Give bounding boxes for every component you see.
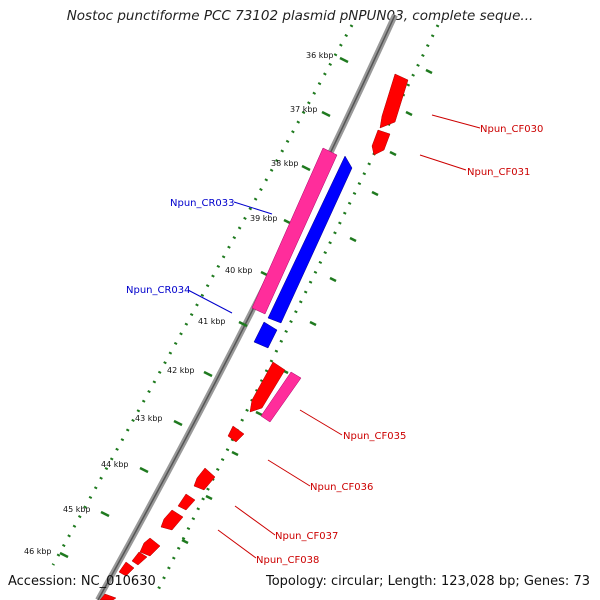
accession-text: Accession: NC_010630 [8, 574, 156, 589]
gene-cf038a[interactable] [139, 537, 161, 557]
gene-cr033[interactable] [251, 147, 338, 315]
tick-label: 38 kbp [271, 159, 299, 168]
gc-ring-outer [51, 24, 354, 566]
reverse-genes [251, 147, 353, 349]
kbp-labels: 36 kbp 37 kbp 38 kbp 39 kbp 40 kbp 41 kb… [24, 51, 334, 556]
tick-label: 42 kbp [167, 366, 195, 375]
tick-label: 40 kbp [225, 266, 253, 275]
tick-marks [59, 56, 349, 559]
gene-label-cf035[interactable]: Npun_CF035 [343, 431, 406, 442]
gene-label-cf030[interactable]: Npun_CF030 [480, 124, 543, 135]
tick-label: 39 kbp [250, 214, 278, 223]
tick-label: 46 kbp [24, 547, 52, 556]
gene-cf038b[interactable] [131, 551, 148, 566]
gene-cf030[interactable] [379, 73, 409, 129]
gene-cr034[interactable] [253, 321, 278, 349]
gene-label-cf031[interactable]: Npun_CF031 [467, 167, 530, 178]
backbone-core [97, 14, 396, 600]
gene-cf037b[interactable] [177, 493, 196, 511]
gene-cr034-long[interactable] [267, 155, 353, 324]
tick-label: 43 kbp [135, 414, 163, 423]
map-title: Nostoc punctiforme PCC 73102 plasmid pNP… [66, 8, 534, 24]
tick-label: 45 kbp [63, 505, 91, 514]
tick-label: 44 kbp [101, 460, 129, 469]
gene-label-cf037[interactable]: Npun_CF037 [275, 531, 338, 542]
gene-cf031[interactable] [371, 129, 391, 156]
leader-lines [187, 114, 481, 559]
gene-cf039[interactable] [99, 593, 117, 600]
forward-genes [99, 73, 409, 600]
gene-label-cf036[interactable]: Npun_CF036 [310, 482, 373, 493]
gene-label-cr033[interactable]: Npun_CR033 [170, 198, 235, 209]
gene-cf037a[interactable] [193, 467, 216, 491]
gene-cf035-red[interactable] [249, 361, 286, 413]
gene-cf036[interactable] [227, 425, 245, 443]
gene-cf037c[interactable] [160, 509, 184, 531]
backbone [95, 13, 398, 600]
gene-label-cf038[interactable]: Npun_CF038 [256, 555, 319, 566]
tick-label: 37 kbp [290, 105, 318, 114]
tick-label: 41 kbp [198, 317, 226, 326]
summary-text: Topology: circular; Length: 123,028 bp; … [265, 574, 590, 589]
gene-cf035[interactable] [260, 371, 302, 423]
gene-cf038c[interactable] [118, 561, 135, 577]
tick-label: 36 kbp [306, 51, 334, 60]
gene-label-cr034[interactable]: Npun_CR034 [126, 285, 191, 296]
